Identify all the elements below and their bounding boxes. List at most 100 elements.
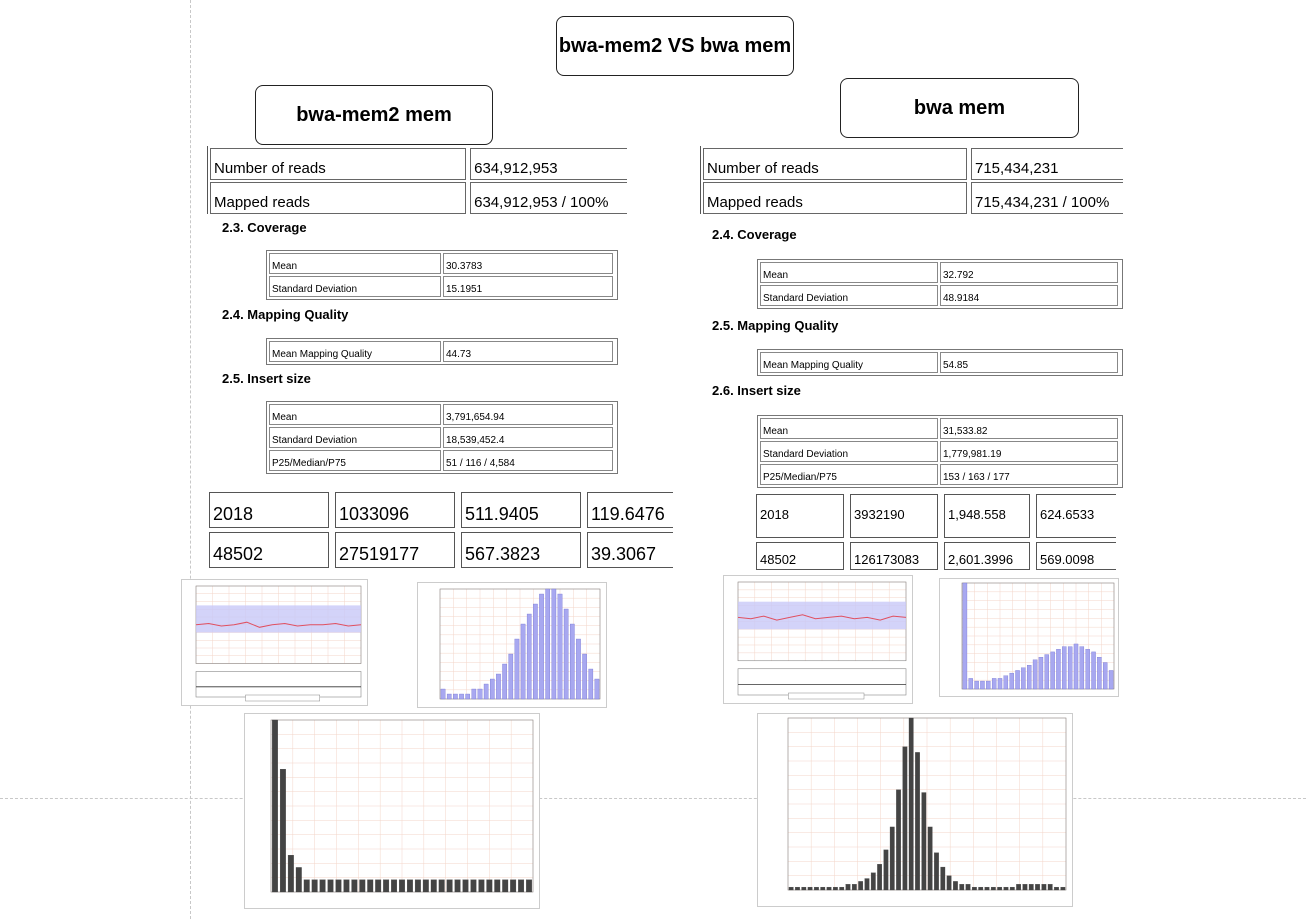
histogram-bar <box>502 879 509 893</box>
left-summary-table: Number of reads 634,912,953 Mapped reads… <box>207 146 629 214</box>
histogram-bar <box>359 879 366 893</box>
right-insert-size-plot <box>757 713 1073 907</box>
table-row: Mean 30.3783 <box>268 252 616 275</box>
number-cell: 1,948.558 <box>944 494 1030 538</box>
summary-label: Mapped reads <box>703 182 967 214</box>
left-column-title: bwa-mem2 mem <box>255 85 493 145</box>
histogram-bar <box>477 688 483 700</box>
histogram-bar <box>959 884 965 891</box>
histogram-bar <box>1035 884 1040 891</box>
table-row: Standard Deviation 48.9184 <box>759 284 1121 307</box>
gc-subplot <box>737 668 907 696</box>
histogram-bar <box>814 886 819 891</box>
coverage-line <box>195 621 362 628</box>
summary-value: 715,434,231 <box>971 148 1123 180</box>
histogram-bar <box>1047 884 1053 891</box>
histogram-bar <box>864 878 870 891</box>
histogram-bar <box>807 886 813 891</box>
histogram-bar <box>788 886 794 891</box>
histogram-bar <box>486 879 493 893</box>
right-summary-table: Number of reads 715,434,231 Mapped reads… <box>700 146 1126 214</box>
right-mapping-quality-plot <box>939 578 1119 697</box>
histogram-bar <box>1062 646 1067 690</box>
table-row: 2018 3932190 1,948.558 624.6533 <box>753 492 1119 540</box>
histogram-bar <box>974 680 979 690</box>
number-cell: 2018 <box>209 492 329 528</box>
histogram-bar <box>851 884 857 891</box>
histogram-bar <box>1044 654 1049 690</box>
left-mapping-quality-plot <box>417 582 607 708</box>
histogram-bar <box>327 879 334 893</box>
main-title: bwa-mem2 VS bwa mem <box>556 16 794 76</box>
histogram-bar <box>1091 651 1096 690</box>
table-value: 31,533.82 <box>940 418 1118 439</box>
histogram-bar <box>1067 646 1073 690</box>
table-value: 153 / 163 / 177 <box>940 464 1118 485</box>
table-label: P25/Median/P75 <box>760 464 938 485</box>
histogram-bar <box>1038 657 1044 690</box>
number-cell: 511.9405 <box>461 492 581 528</box>
histogram-bar <box>471 688 477 700</box>
number-cell: 27519177 <box>335 532 455 568</box>
table-row: Standard Deviation 18,539,452.4 <box>268 426 616 449</box>
table-label: Mean <box>760 418 938 439</box>
right-coverage-heading: 2.4. Coverage <box>712 227 797 242</box>
table-label: Mean <box>760 262 938 283</box>
table-label: Standard Deviation <box>760 441 938 462</box>
histogram-bar <box>833 886 838 891</box>
table-value: 54.85 <box>940 352 1118 373</box>
table-value: 44.73 <box>443 341 613 362</box>
left-insert-size-table: Mean 3,791,654.94 Standard Deviation 18,… <box>266 401 618 474</box>
histogram-bar <box>1060 886 1066 891</box>
histogram-bar <box>533 603 538 700</box>
number-cell: 48502 <box>209 532 329 568</box>
right-insert-size-heading: 2.6. Insert size <box>712 383 801 398</box>
gc-subplot <box>195 671 362 698</box>
histogram-bar <box>478 879 485 893</box>
summary-value: 634,912,953 / 100% <box>470 182 627 214</box>
left-coverage-plot <box>181 579 368 706</box>
summary-label: Number of reads <box>210 148 467 180</box>
histogram-bar <box>1054 886 1059 891</box>
table-value: 15.1951 <box>443 276 613 297</box>
histogram-bar <box>889 826 895 891</box>
number-cell: 39.3067 <box>587 532 673 568</box>
table-label: Mean <box>269 253 441 274</box>
histogram-bar <box>826 886 832 891</box>
histogram-bar <box>526 613 532 700</box>
table-row: Mean 3,791,654.94 <box>268 403 616 426</box>
histogram-bar <box>877 864 882 891</box>
table-value: 18,539,452.4 <box>443 427 613 448</box>
histogram-bar <box>980 680 985 690</box>
histogram-bar <box>391 879 397 893</box>
histogram-bar <box>1003 675 1009 690</box>
coverage-line <box>737 614 907 621</box>
histogram-bar <box>940 866 946 891</box>
number-cell: 2018 <box>756 494 844 538</box>
histogram-bar <box>1027 665 1032 690</box>
histogram-bar <box>520 623 526 700</box>
coverage-band <box>738 601 906 630</box>
vertical-guide-line <box>190 0 191 919</box>
mapping-quality-chart <box>439 588 601 700</box>
histogram-bar <box>335 879 342 893</box>
histogram-bar <box>839 886 845 891</box>
histogram-bar <box>1021 667 1026 690</box>
histogram-bar <box>508 653 514 700</box>
right-column-title: bwa mem <box>840 78 1079 138</box>
histogram-bar <box>962 582 968 690</box>
left-insert-size-plot <box>244 713 540 909</box>
table-row: Number of reads 634,912,953 <box>207 146 629 180</box>
histogram-bar <box>272 719 278 893</box>
histogram-bar <box>1097 657 1102 690</box>
histogram-bar <box>946 875 952 891</box>
table-value: 1,779,981.19 <box>940 441 1118 462</box>
histogram-bar <box>518 879 525 893</box>
histogram-bar <box>453 693 458 700</box>
histogram-bar <box>570 623 575 700</box>
right-insert-size-table: Mean 31,533.82 Standard Deviation 1,779,… <box>757 415 1123 488</box>
histogram-bar <box>1056 649 1061 690</box>
histogram-bar <box>1103 662 1108 690</box>
histogram-bar <box>965 884 971 891</box>
number-cell: 567.3823 <box>461 532 581 568</box>
